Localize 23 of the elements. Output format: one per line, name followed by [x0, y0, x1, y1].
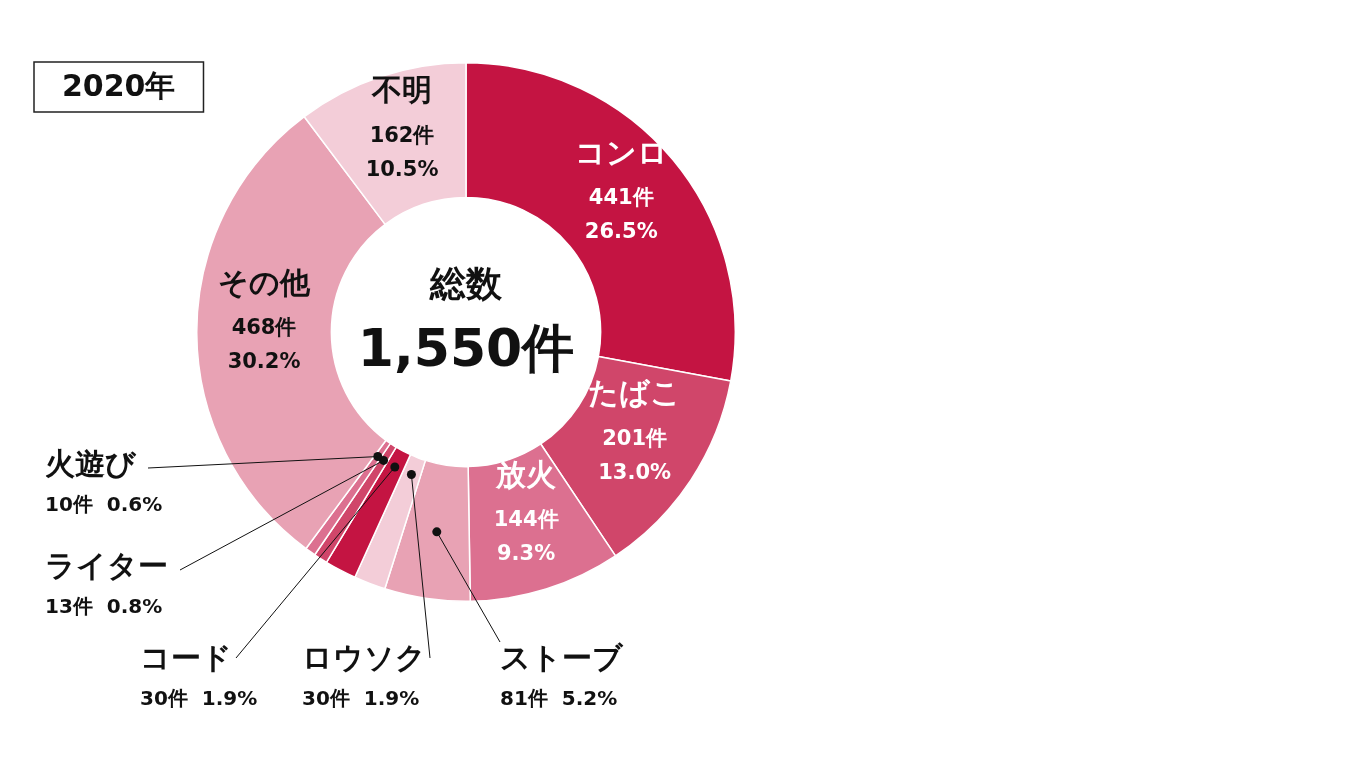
- data-label: 30件 1.9%: [140, 686, 258, 711]
- chart-title: 2020年: [62, 67, 176, 103]
- text: 1,550件: [357, 317, 575, 378]
- slice-label: 放火: [495, 456, 557, 492]
- data-label: 162件 10.5%: [365, 122, 439, 181]
- data-label: 201件 13.0%: [598, 425, 672, 484]
- data-label: 144件 9.3%: [493, 507, 559, 566]
- slice-label: 不明: [371, 72, 433, 108]
- slice-label: その他: [218, 264, 312, 300]
- data-label: 10件 0.6%: [45, 492, 163, 517]
- data-label: 81件 5.2%: [500, 686, 618, 711]
- data-label: 441件 26.5%: [584, 185, 658, 244]
- slice-label: たばこ: [588, 374, 682, 410]
- slice-label: コード: [140, 639, 232, 675]
- slice-label: ストーブ: [500, 639, 624, 675]
- text: 総数: [429, 263, 503, 305]
- data-label: 13件 0.8%: [45, 594, 163, 619]
- data-label: 30件 1.9%: [302, 686, 420, 711]
- data-label: 468件 30.2%: [227, 315, 301, 374]
- slice-label: 火遊び: [45, 445, 137, 481]
- slice-label: ロウソク: [302, 639, 426, 675]
- slice-label: コンロ: [574, 134, 668, 170]
- slice-label: ライター: [45, 547, 168, 583]
